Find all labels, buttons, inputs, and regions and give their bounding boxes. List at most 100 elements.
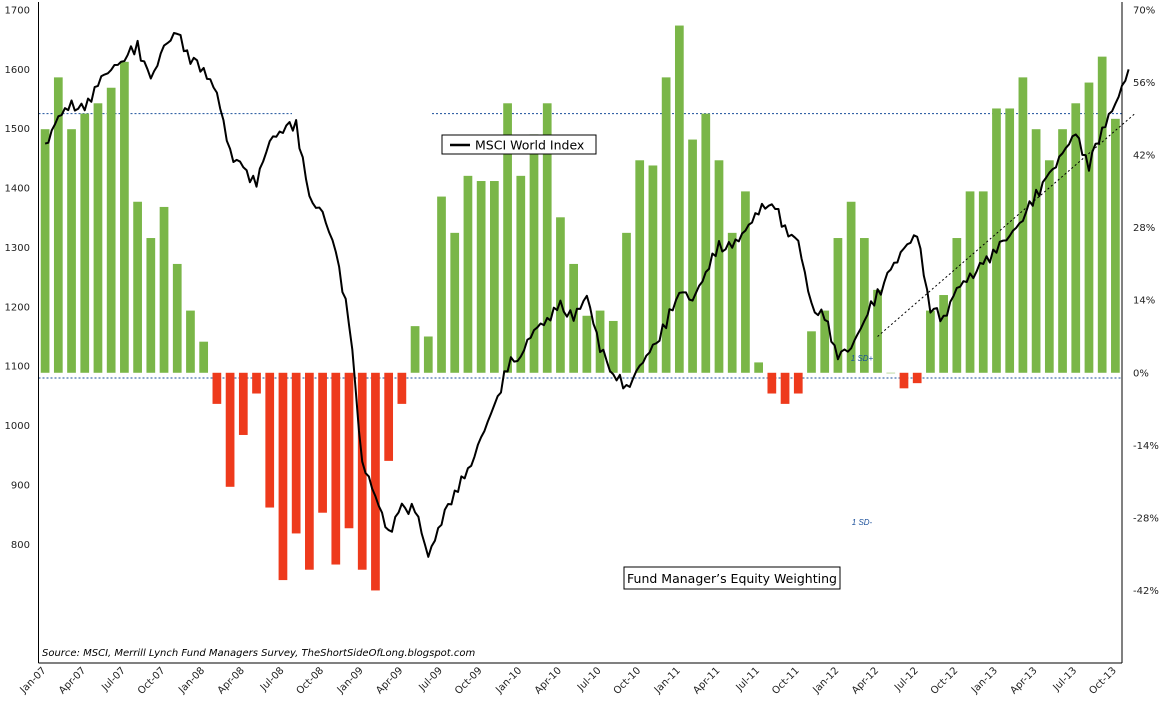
right-tick-label: -14% [1133,441,1159,452]
left-tick-label: 1700 [5,6,30,17]
equity-weighting-bar [437,196,446,373]
x-tick: Jan-11 [652,665,683,696]
equity-weighting-bar [820,310,830,373]
x-tick-label: Oct-12 [929,665,961,697]
left-tick-label: 1400 [5,184,30,195]
x-tick: Jan-09 [335,665,366,696]
left-tick-label: 1100 [5,362,30,373]
x-tick-label: Jan-08 [176,665,207,696]
equity-weighting-bar [542,103,552,373]
equity-weighting-bar [265,372,275,508]
equity-weighting-bar [635,160,645,373]
equity-weighting-bar [1097,56,1107,373]
equity-weighting-bar [53,77,63,373]
equity-weighting-bar [1084,82,1094,373]
equity-weighting-bar [582,315,592,373]
equity-weighting-bar [331,372,341,565]
equity-weighting-bar [1031,129,1041,373]
x-tick: Apr-07 [57,665,88,696]
x-tick: Jul-08 [258,665,287,694]
equity-weighting-bar [912,372,922,384]
msci-legend: MSCI World Index [441,134,597,155]
equity-weighting-bar [423,336,433,373]
equity-weighting-bar [1005,108,1015,373]
right-tick-label: -28% [1133,513,1159,524]
x-tick: Oct-07 [136,665,168,697]
right-tick-label: -42% [1133,586,1159,597]
equity-weighting-bar [278,372,288,581]
left-tick-label: 800 [11,540,30,551]
x-tick-label: Oct-10 [612,665,644,697]
equity-weighting-bar [212,372,222,404]
equity-weighting-bar [67,129,76,373]
x-tick-label: Apr-12 [850,665,881,696]
x-tick: Jul-12 [892,665,921,694]
left-tick-label: 1300 [5,243,30,254]
x-tick-label: Jul-13 [1051,665,1080,694]
equity-weighting-bar [1071,103,1081,373]
x-tick: Jan-07 [18,665,49,696]
equity-weighting-bar [556,217,565,373]
equity-weighting-bar [476,181,486,373]
equity-weighting-bar [490,181,499,373]
x-tick: Jul-13 [1051,665,1080,694]
equity-weighting-bar [648,165,658,373]
equity-weighting-bar [595,310,605,373]
equity-weighting-bar [344,372,354,529]
equity-weighting-bar [780,372,790,404]
equity-weighting-bar [40,129,50,373]
x-tick: Jan-13 [969,665,1000,696]
equity-weighting-bar [767,372,777,394]
left-tick-label: 1200 [5,302,30,313]
equity-weighting-bar [371,372,380,591]
legend-equity-label: Fund Manager’s Equity Weighting [627,571,837,586]
equity-weighting-bar [992,108,1001,373]
x-tick: Jul-09 [416,665,445,694]
sd-minus-label: 1 SD- [852,518,873,527]
equity-weighting-bar [357,372,367,570]
x-tick-label: Oct-09 [453,665,485,697]
x-tick: Jan-10 [493,665,524,696]
bars [40,25,1120,591]
x-tick: Jan-12 [810,665,841,696]
equity-weighting-bar [899,372,909,389]
equity-weighting-bar [741,191,750,373]
x-tick: Apr-08 [216,665,247,696]
x-tick: Oct-11 [770,665,802,697]
equity-weighting-bar [172,263,182,373]
right-tick-label: 0% [1133,368,1149,379]
equity-weighting-bar [608,320,618,373]
right-tick-label: 14% [1133,296,1155,307]
equity-weighting-bar [674,25,684,373]
equity-weighting-bar [1058,129,1067,373]
x-tick-label: Jan-07 [18,665,49,696]
equity-weighting-bar [727,232,737,373]
x-tick: Oct-10 [612,665,644,697]
equity-weighting-bar [410,326,420,373]
x-tick-label: Jul-12 [892,665,921,694]
x-tick: Jul-11 [734,665,763,694]
equity-weighting-bar [384,372,394,461]
x-tick-label: Oct-13 [1087,665,1119,697]
right-tick-label: 42% [1133,151,1155,162]
equity-weighting-bar [886,372,896,374]
x-tick-label: Oct-11 [770,665,802,697]
equity-weighting-bar [714,160,724,373]
equity-weighting-bar [622,232,631,373]
x-tick-label: Apr-10 [533,665,564,696]
equity-weighting-bar [159,206,169,373]
left-tick-label: 1600 [5,65,30,76]
equity-weighting-bar [450,232,460,373]
x-tick-label: Apr-07 [57,665,88,696]
x-tick-label: Jul-10 [575,665,604,694]
legend-msci-label: MSCI World Index [475,138,584,153]
right-tick-label: 28% [1133,223,1155,234]
x-tick-label: Apr-08 [216,665,247,696]
x-tick-label: Jan-10 [493,665,524,696]
equity-weighting-bar [186,310,195,373]
x-tick-label: Jul-09 [416,665,445,694]
x-tick: Jan-08 [176,665,207,696]
x-tick-label: Jul-11 [734,665,763,694]
equity-weighting-bar [701,113,711,373]
